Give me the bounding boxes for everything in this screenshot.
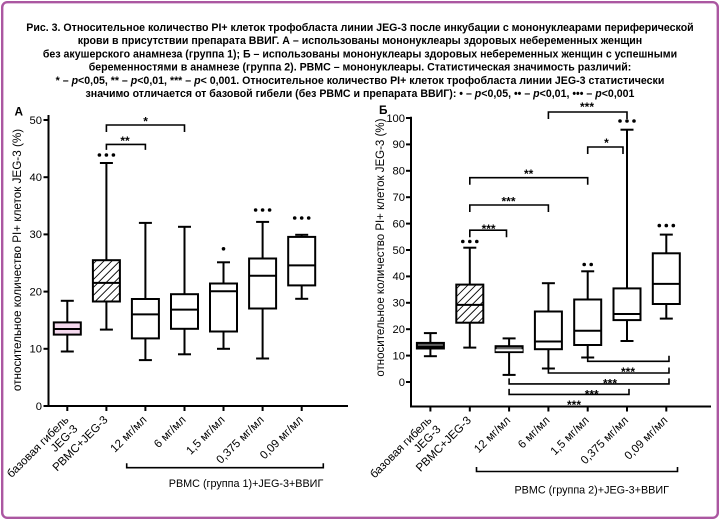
svg-text:крови в присутствии препарата: крови в присутствии препарата ВВИГ. А – … bbox=[78, 35, 642, 47]
svg-text:40: 40 bbox=[393, 271, 405, 283]
svg-text:100: 100 bbox=[386, 113, 405, 125]
svg-text:70: 70 bbox=[393, 192, 405, 204]
svg-text:* – p<0,05, ** – p<0,01, *** –: * – p<0,05, ** – p<0,01, *** – p< 0,001.… bbox=[56, 75, 665, 87]
svg-text:30: 30 bbox=[30, 229, 42, 241]
svg-text:относительное количество PI+ к: относительное количество PI+ клеток JEG-… bbox=[375, 118, 387, 376]
svg-text:**: ** bbox=[524, 167, 534, 181]
svg-text:60: 60 bbox=[393, 218, 405, 230]
svg-text:10: 10 bbox=[393, 350, 405, 362]
svg-text:**: ** bbox=[120, 134, 130, 148]
svg-text:PBMC (группа 2)+JEG-3+ВВИГ: PBMC (группа 2)+JEG-3+ВВИГ bbox=[514, 485, 669, 497]
svg-text:*: * bbox=[143, 115, 148, 129]
svg-text:50: 50 bbox=[393, 245, 405, 257]
svg-text:90: 90 bbox=[393, 139, 405, 151]
svg-text:***: *** bbox=[621, 365, 635, 379]
svg-text:***: *** bbox=[580, 100, 594, 114]
svg-text:10: 10 bbox=[30, 344, 42, 356]
svg-text:без акушерского анамнеза (груп: без акушерского анамнеза (группа 1); Б –… bbox=[43, 48, 677, 60]
svg-text:50: 50 bbox=[30, 115, 42, 127]
svg-text:относительное количество PI+ к: относительное количество PI+ клеток JEG-… bbox=[11, 129, 24, 391]
svg-text:20: 20 bbox=[30, 286, 42, 298]
svg-text:40: 40 bbox=[30, 172, 42, 184]
svg-text:Б: Б bbox=[379, 103, 388, 117]
svg-text:***: *** bbox=[482, 222, 496, 236]
svg-text:*: * bbox=[604, 136, 609, 150]
svg-text:0: 0 bbox=[36, 401, 42, 413]
svg-text:значимо отличается от базовой: значимо отличается от базовой гибели (бе… bbox=[86, 88, 635, 100]
svg-text:беременностями в анамнезе (гру: беременностями в анамнезе (группа 2). РВ… bbox=[89, 62, 632, 74]
svg-text:30: 30 bbox=[393, 298, 405, 310]
svg-text:PBMC (группа 1)+JEG-3+ВВИГ: PBMC (группа 1)+JEG-3+ВВИГ bbox=[169, 478, 324, 490]
svg-text:20: 20 bbox=[393, 324, 405, 336]
svg-text:80: 80 bbox=[393, 166, 405, 178]
svg-text:***: *** bbox=[501, 195, 515, 209]
svg-text:Рис. 3. Относительное количест: Рис. 3. Относительное количество PI+ кле… bbox=[26, 22, 693, 34]
svg-text:***: *** bbox=[567, 398, 581, 412]
svg-text:0: 0 bbox=[399, 377, 405, 389]
svg-text:А: А bbox=[15, 105, 24, 119]
